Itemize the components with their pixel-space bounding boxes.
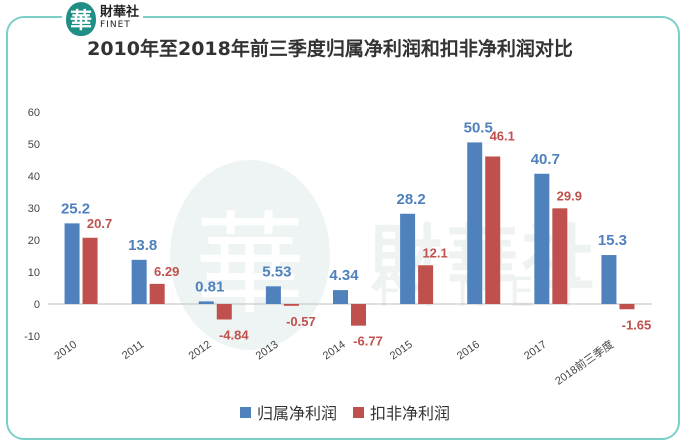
bar-series-1 <box>198 301 214 304</box>
bar-series-1 <box>467 142 483 304</box>
data-label-series-2: 29.9 <box>557 188 582 203</box>
bar-series-2 <box>485 156 501 304</box>
x-tick-label: 2018前三季度 <box>552 337 616 388</box>
data-label-series-2: -0.57 <box>286 314 316 329</box>
legend-swatch <box>239 406 251 418</box>
bar-series-2 <box>351 304 366 326</box>
x-tick-label: 2010 <box>52 339 79 363</box>
bar-series-1 <box>400 213 416 304</box>
bar-series-2 <box>552 208 568 304</box>
finet-logo: 華 財華社 FINET <box>62 2 144 42</box>
bar-series-1 <box>131 259 147 304</box>
data-label-series-2: -6.77 <box>353 334 383 349</box>
legend-label: 扣非净利润 <box>370 404 451 423</box>
data-label-series-1: 50.5 <box>464 119 493 136</box>
logo-name-cn: 財華社 <box>100 5 140 20</box>
bar-series-2 <box>216 304 232 320</box>
bar-series-1 <box>333 290 348 304</box>
y-tick-label: 30 <box>28 203 40 215</box>
y-tick-label: 40 <box>28 171 40 183</box>
data-label-series-1: 4.34 <box>329 267 359 284</box>
legend-label: 归属净利润 <box>256 404 337 423</box>
y-tick-label: 50 <box>28 139 40 151</box>
data-label-series-1: 40.7 <box>531 151 560 168</box>
logo-name-en: FINET <box>100 20 131 30</box>
chart-frame <box>6 16 680 440</box>
bar-series-1 <box>265 286 281 304</box>
y-tick-label: 0 <box>34 299 40 311</box>
x-tick-label: 2013 <box>254 339 281 363</box>
data-label-series-2: -4.84 <box>219 327 249 342</box>
chart-legend: 归属净利润 扣非净利润 <box>0 400 690 424</box>
y-tick-label: 10 <box>28 267 40 279</box>
legend-swatch <box>353 406 364 418</box>
bar-series-2 <box>418 265 434 304</box>
legend-item-series-1: 归属净利润 <box>239 400 337 424</box>
bar-series-1 <box>64 223 80 304</box>
y-tick-label: 20 <box>28 235 40 247</box>
x-tick-label: 2011 <box>120 339 146 362</box>
data-label-series-1: 13.8 <box>128 237 157 254</box>
x-tick-label: 2012 <box>187 339 214 363</box>
legend-item-series-2: 扣非净利润 <box>353 400 450 424</box>
x-tick-label: 2014 <box>321 339 348 363</box>
data-label-series-2: 12.1 <box>422 245 447 260</box>
data-label-series-1: 25.2 <box>61 200 90 217</box>
data-label-series-1: 0.81 <box>195 278 224 295</box>
bar-series-2 <box>149 283 165 304</box>
data-label-series-1: 28.2 <box>397 191 426 208</box>
bar-series-2 <box>619 304 635 310</box>
x-tick-label: 2017 <box>522 339 549 363</box>
x-tick-label: 2015 <box>388 339 415 363</box>
bar-series-1 <box>601 255 617 304</box>
x-tick-label: 2016 <box>455 339 482 363</box>
data-label-series-2: 6.29 <box>154 264 179 279</box>
data-label-series-2: -1.65 <box>622 317 652 332</box>
data-label-series-1: 5.53 <box>262 263 291 280</box>
y-tick-label: -10 <box>24 331 40 343</box>
data-label-series-2: 20.7 <box>87 216 112 231</box>
watermark-emblem: 華 <box>170 160 330 350</box>
y-tick-label: 60 <box>28 107 40 119</box>
bar-series-2 <box>283 304 299 306</box>
bar-series-1 <box>534 173 550 304</box>
chart-title: 2010年至2018年前三季度归属净利润和扣非净利润对比 <box>87 38 573 60</box>
data-label-series-1: 15.3 <box>598 232 627 249</box>
bar-series-2 <box>82 237 98 304</box>
data-label-series-2: 46.1 <box>490 128 515 143</box>
logo-emblem-icon: 華 <box>66 2 96 36</box>
